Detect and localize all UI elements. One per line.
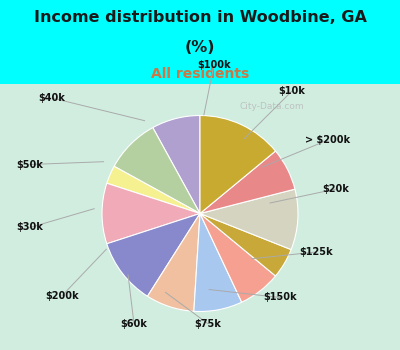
Wedge shape [200, 116, 276, 214]
Text: (%): (%) [185, 40, 215, 55]
Text: $125k: $125k [299, 247, 333, 257]
Text: $200k: $200k [45, 291, 79, 301]
Wedge shape [107, 166, 200, 214]
Text: All residents: All residents [151, 66, 249, 80]
Text: > $200k: > $200k [306, 135, 350, 145]
Text: $20k: $20k [322, 184, 350, 194]
Text: $50k: $50k [16, 160, 44, 169]
Text: $60k: $60k [120, 319, 148, 329]
Wedge shape [200, 189, 298, 250]
Text: $10k: $10k [278, 86, 306, 96]
Text: City-Data.com: City-Data.com [240, 102, 305, 111]
Wedge shape [107, 214, 200, 296]
Text: $30k: $30k [16, 223, 44, 232]
Text: $100k: $100k [197, 60, 231, 70]
Text: $40k: $40k [38, 93, 66, 103]
Wedge shape [200, 214, 276, 302]
Wedge shape [102, 183, 200, 244]
Wedge shape [194, 214, 242, 312]
Wedge shape [200, 151, 295, 214]
Wedge shape [148, 214, 200, 311]
Wedge shape [114, 128, 200, 214]
Text: $150k: $150k [263, 293, 297, 302]
Wedge shape [200, 214, 291, 276]
Text: Income distribution in Woodbine, GA: Income distribution in Woodbine, GA [34, 10, 366, 26]
Text: $75k: $75k [194, 319, 222, 329]
Wedge shape [153, 116, 200, 214]
